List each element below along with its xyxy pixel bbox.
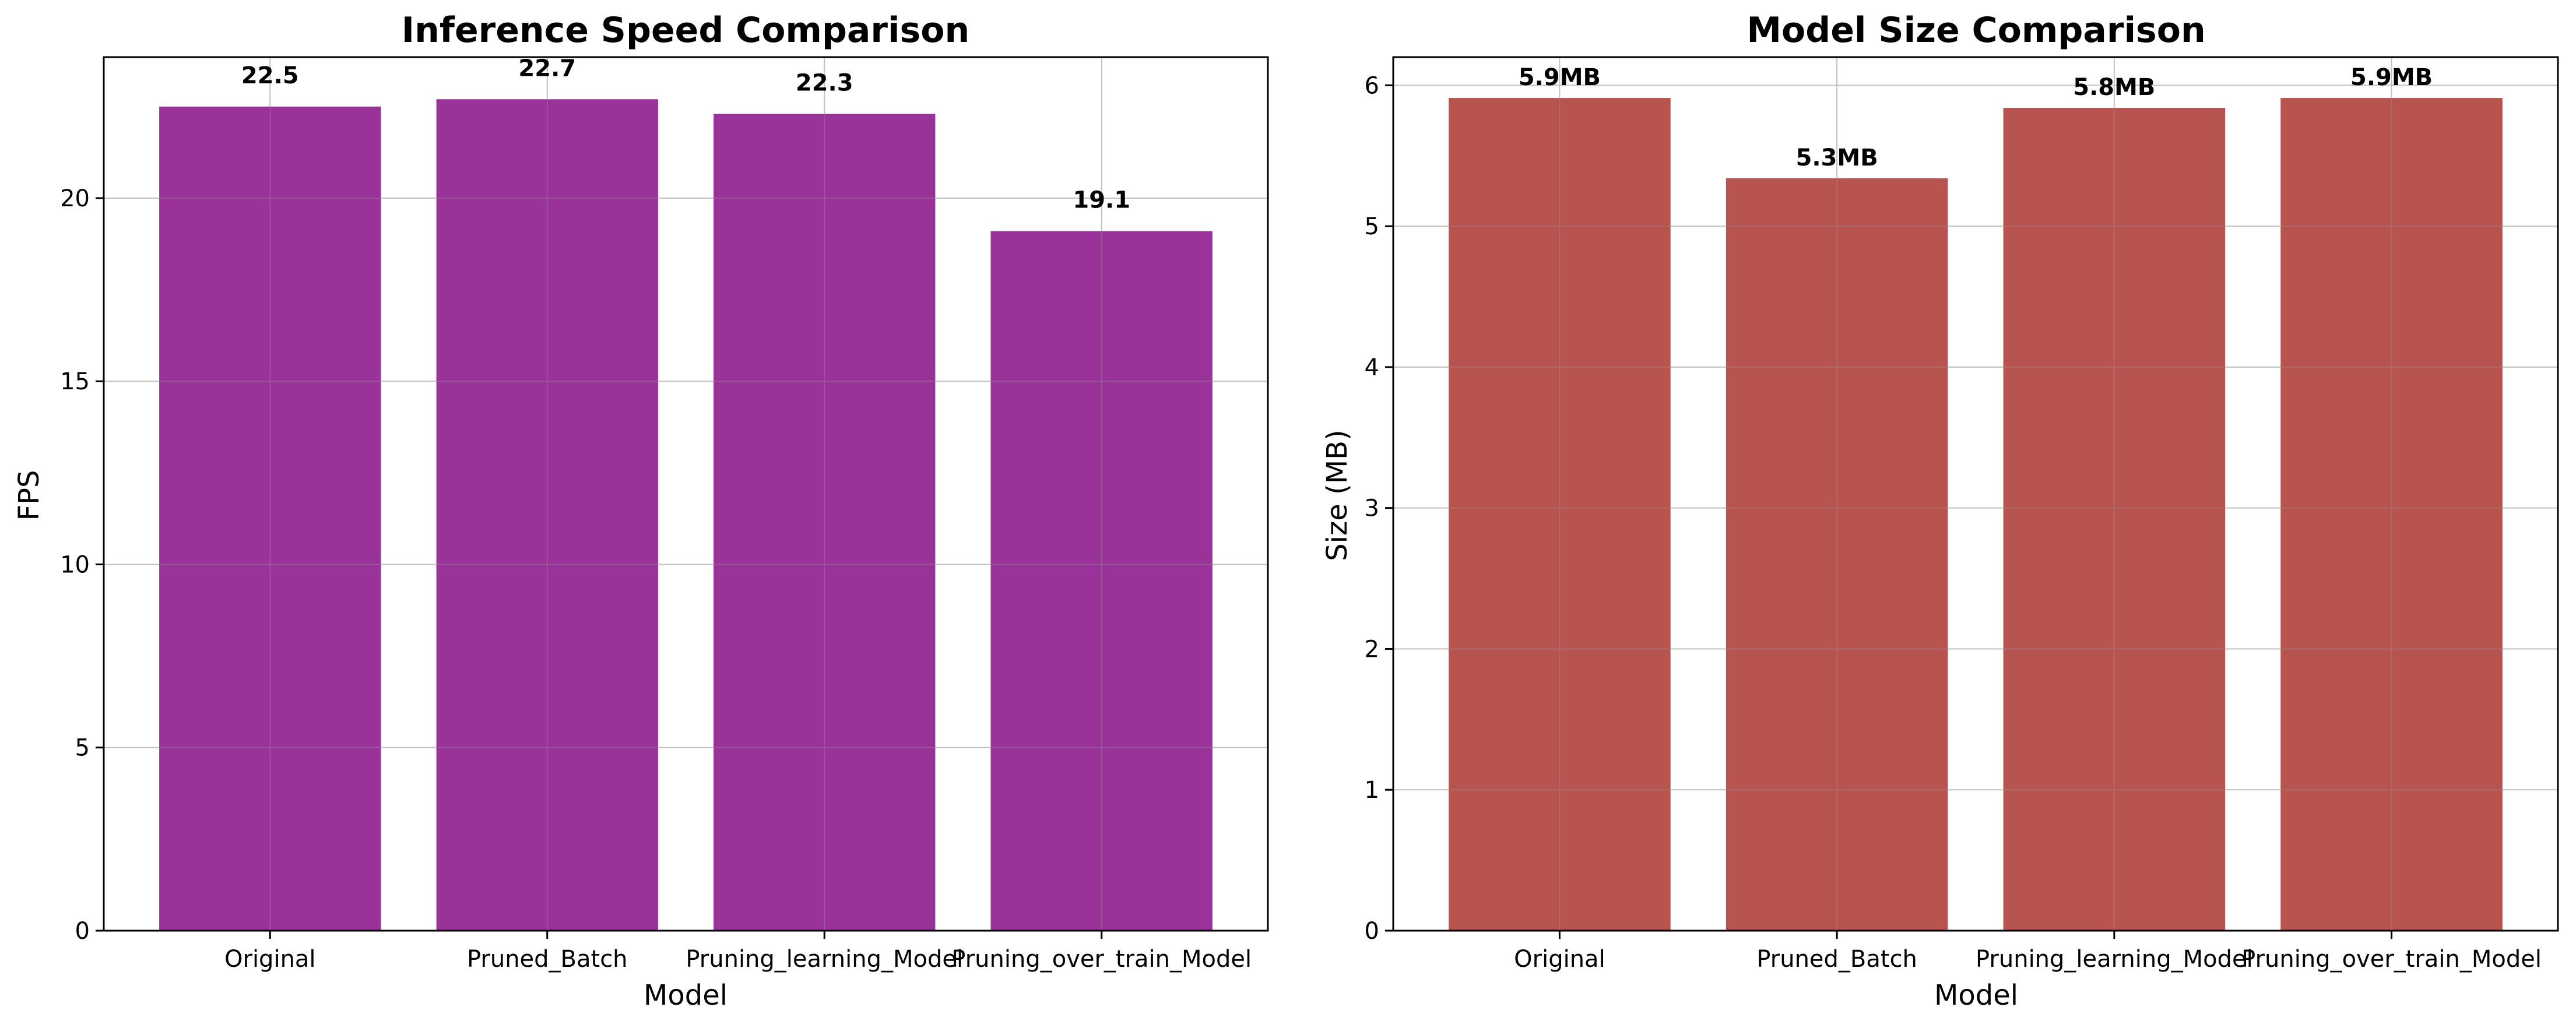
grid-overlay	[1393, 57, 2558, 931]
y-ticks: 0 5 10 15 20	[60, 185, 104, 945]
bar	[2003, 108, 2226, 931]
y-tick-label: 3	[1365, 495, 1379, 522]
bars	[159, 99, 1213, 931]
bar	[436, 99, 658, 931]
y-tick-label: 1	[1365, 777, 1379, 804]
x-tick-label: Pruning_learning_Model	[686, 946, 963, 973]
y-tick-label: 4	[1365, 354, 1379, 381]
y-axis-label: Size (MB)	[1321, 429, 1354, 561]
value-label: 19.1	[1073, 187, 1130, 214]
y-tick-label: 5	[1365, 213, 1379, 240]
y-tick-label: 15	[60, 368, 90, 395]
inference-speed-panel: Inference Speed Comparison Model FPS 22.…	[13, 10, 1269, 1012]
y-tick-label: 5	[75, 735, 90, 762]
bar	[2280, 98, 2503, 931]
x-tick-label: Pruning_learning_Model	[1976, 946, 2253, 973]
y-tick-label: 10	[60, 551, 90, 578]
y-ticks: 0 1 2 3 4 5 6	[1365, 72, 1393, 945]
y-tick-label: 20	[60, 185, 90, 212]
value-label: 5.9MB	[1519, 64, 1601, 91]
value-label: 22.5	[241, 62, 299, 89]
x-axis-label: Model	[1934, 979, 2018, 1012]
value-labels: 5.9MB 5.3MB 5.8MB 5.9MB	[1519, 64, 2433, 171]
bar	[159, 106, 381, 931]
x-tick-label: Pruned_Batch	[1756, 946, 1917, 973]
model-size-panel: Model Size Comparison Model Size (MB) 5.…	[1321, 10, 2559, 1012]
value-label: 5.8MB	[2073, 74, 2155, 101]
plot-frame	[1392, 56, 2559, 932]
chart-title: Inference Speed Comparison	[402, 10, 969, 51]
plot-frame	[103, 56, 1269, 932]
bar	[1725, 178, 1948, 931]
value-label: 5.9MB	[2350, 64, 2433, 91]
bar	[990, 231, 1213, 931]
chart-title: Model Size Comparison	[1746, 10, 2205, 51]
x-tick-label: Pruning_over_train_Model	[2241, 946, 2542, 973]
x-ticks: Original Pruned_Batch Pruning_learning_Mod…	[1514, 931, 2542, 973]
value-label: 5.3MB	[1796, 145, 1878, 171]
y-tick-label: 2	[1365, 636, 1379, 663]
bars	[1449, 98, 2503, 931]
x-tick-label: Original	[224, 946, 316, 973]
x-tick-label: Original	[1514, 946, 1605, 973]
bar	[1449, 98, 1671, 931]
x-axis-label: Model	[644, 979, 728, 1012]
y-axis-label: FPS	[13, 470, 45, 520]
y-tick-label: 0	[75, 918, 90, 945]
value-labels: 22.5 22.7 22.3 19.1	[241, 55, 1130, 213]
value-label: 22.3	[796, 69, 853, 96]
y-tick-label: 0	[1365, 918, 1379, 945]
bar	[714, 114, 936, 931]
x-ticks: Original Pruned_Batch Pruning_learning_Mod…	[224, 931, 1252, 973]
x-tick-label: Pruned_Batch	[467, 946, 628, 973]
x-tick-label: Pruning_over_train_Model	[951, 946, 1252, 973]
y-tick-label: 6	[1365, 72, 1379, 99]
value-label: 22.7	[518, 55, 576, 82]
